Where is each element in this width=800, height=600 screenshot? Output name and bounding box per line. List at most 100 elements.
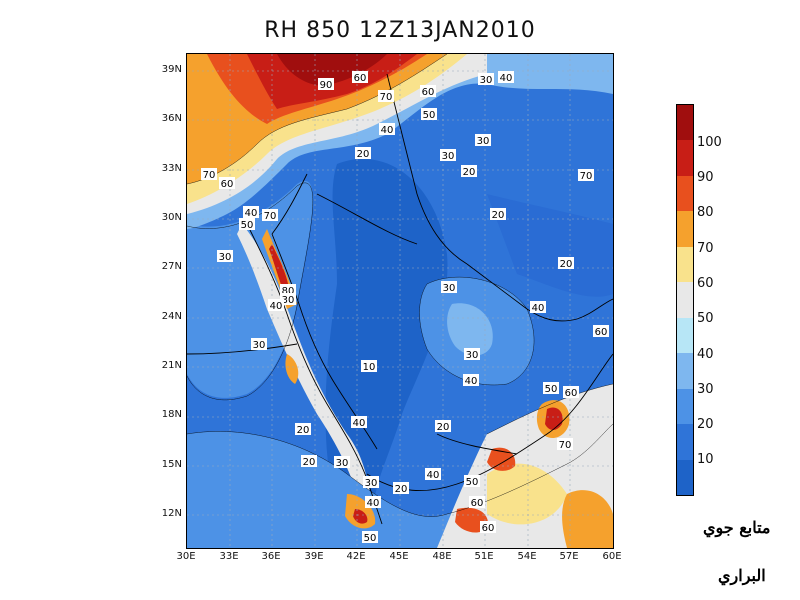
svg-text:30: 30	[443, 283, 456, 294]
svg-text:50: 50	[241, 220, 254, 231]
contour-label: 30	[217, 250, 233, 263]
contour-label: 60	[563, 386, 579, 399]
contour-label: 90	[318, 78, 334, 91]
contour-label: 70	[201, 168, 217, 181]
svg-text:20: 20	[303, 457, 316, 468]
contour-label: 30	[251, 338, 267, 351]
contour-label: 20	[558, 257, 574, 270]
svg-text:30: 30	[219, 252, 232, 263]
svg-text:50: 50	[364, 533, 377, 544]
contour-label: 20	[393, 482, 409, 495]
contour-label: 50	[421, 108, 437, 121]
lat-label-24n: 24N	[161, 311, 182, 322]
svg-text:20: 20	[492, 210, 505, 221]
svg-text:30: 30	[466, 350, 479, 361]
contour-label: 40	[365, 496, 381, 509]
svg-text:20: 20	[560, 259, 573, 270]
colorbar-segment	[677, 459, 693, 495]
svg-text:60: 60	[354, 73, 367, 84]
colorbar-segment	[677, 317, 693, 354]
lon-label-54e: 54E	[517, 551, 537, 562]
svg-text:40: 40	[532, 303, 545, 314]
svg-text:40: 40	[465, 376, 478, 387]
rh-map: 90 60 30 40 70 60 50 40 20 30 70 60 30 20 70 50 40 70 30 20…	[186, 53, 614, 549]
svg-text:20: 20	[357, 149, 370, 160]
colorbar-label-10: 10	[697, 452, 714, 467]
colorbar-segment	[677, 388, 693, 425]
contour-label: 40	[463, 374, 479, 387]
colorbar-segment	[677, 424, 693, 460]
credit-line-2: البراري	[718, 566, 766, 585]
svg-text:20: 20	[437, 422, 450, 433]
lat-label-15n: 15N	[161, 459, 182, 470]
svg-text:30: 30	[480, 75, 493, 86]
contour-label: 60	[469, 496, 485, 509]
svg-text:40: 40	[270, 301, 283, 312]
svg-text:30: 30	[282, 295, 295, 306]
svg-text:30: 30	[477, 136, 490, 147]
contour-label: 60	[219, 177, 235, 190]
svg-text:80: 80	[282, 286, 295, 297]
colorbar-label-100: 100	[697, 135, 722, 150]
contour-label: 30	[464, 348, 480, 361]
svg-text:50: 50	[545, 384, 558, 395]
lon-label-60e: 60E	[602, 551, 622, 562]
contour-label: 60	[480, 521, 496, 534]
colorbar-segment	[677, 175, 693, 212]
svg-text:60: 60	[422, 87, 435, 98]
lon-label-48e: 48E	[432, 551, 452, 562]
svg-text:70: 70	[580, 171, 593, 182]
colorbar-segment	[677, 246, 693, 283]
contour-label: 40	[351, 416, 367, 429]
lat-label-21n: 21N	[161, 360, 182, 371]
svg-text:10: 10	[363, 362, 376, 373]
svg-text:40: 40	[245, 208, 258, 219]
contour-label: 20	[295, 423, 311, 436]
svg-text:90: 90	[320, 80, 333, 91]
lon-label-36e: 36E	[261, 551, 281, 562]
svg-text:60: 60	[482, 523, 495, 534]
colorbar	[676, 104, 694, 496]
contour-label: 60	[420, 85, 436, 98]
contour-label: 50	[543, 382, 559, 395]
contour-label: 20	[435, 420, 451, 433]
colorbar-label-70: 70	[697, 241, 714, 256]
svg-text:50: 50	[423, 110, 436, 121]
lon-label-33e: 33E	[219, 551, 239, 562]
colorbar-segment	[677, 282, 693, 318]
svg-text:60: 60	[471, 498, 484, 509]
svg-text:70: 70	[559, 440, 572, 451]
contour-label: 40	[268, 299, 284, 312]
colorbar-label-40: 40	[697, 347, 714, 362]
contour-label: 40	[530, 301, 546, 314]
lon-label-39e: 39E	[304, 551, 324, 562]
lat-label-36n: 36N	[161, 113, 182, 124]
contour-label: 30	[441, 281, 457, 294]
lon-label-45e: 45E	[389, 551, 409, 562]
lat-label-30n: 30N	[161, 212, 182, 223]
contour-label: 20	[490, 208, 506, 221]
contour-label: 30	[363, 476, 379, 489]
colorbar-label-50: 50	[697, 311, 714, 326]
contour-label: 20	[301, 455, 317, 468]
svg-text:70: 70	[380, 92, 393, 103]
lon-label-30e: 30E	[176, 551, 196, 562]
contour-label: 30	[334, 456, 350, 469]
contour-label: 70	[578, 169, 594, 182]
colorbar-segment	[677, 353, 693, 389]
colorbar-label-60: 60	[697, 276, 714, 291]
colorbar-segment	[677, 105, 693, 141]
svg-text:30: 30	[253, 340, 266, 351]
lat-label-27n: 27N	[161, 261, 182, 272]
contour-label: 40	[498, 71, 514, 84]
map-title: RH 850 12Z13JAN2010	[264, 18, 536, 43]
svg-text:40: 40	[500, 73, 513, 84]
contour-label: 70	[378, 90, 394, 103]
svg-text:20: 20	[395, 484, 408, 495]
contour-label: 70	[557, 438, 573, 451]
contour-label: 50	[464, 475, 480, 488]
contour-label: 70	[262, 209, 278, 222]
lon-label-42e: 42E	[346, 551, 366, 562]
colorbar-label-90: 90	[697, 170, 714, 185]
